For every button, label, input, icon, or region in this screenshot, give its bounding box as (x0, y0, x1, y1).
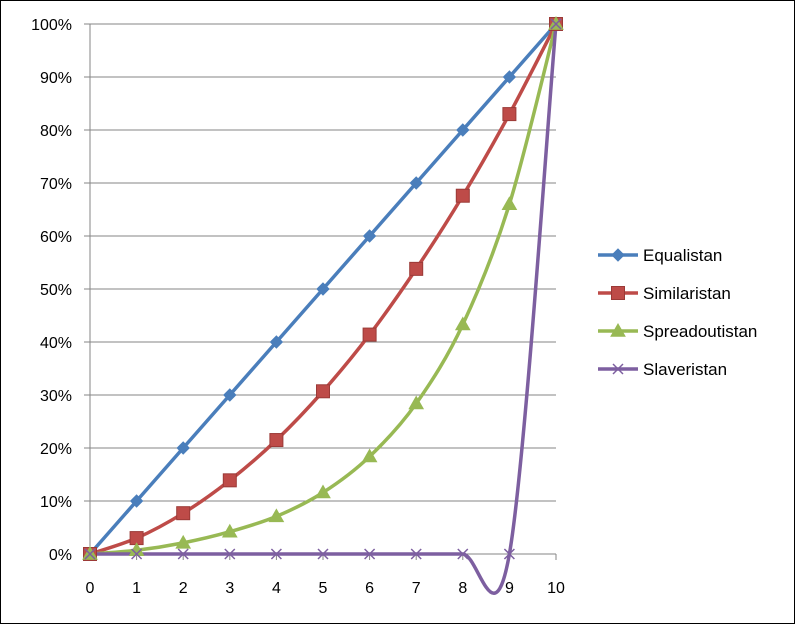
data-point-spreadoutistan (408, 395, 425, 410)
data-point-equalistan (456, 123, 470, 137)
y-tick-label: 20% (40, 441, 72, 458)
data-point-slaveristan (270, 548, 282, 560)
x-tick-label: 5 (319, 580, 328, 597)
y-tick-label: 100% (31, 17, 72, 34)
series-line-slaveristan (88, 22, 558, 595)
data-point-equalistan (223, 388, 237, 402)
x-tick-label: 8 (458, 580, 467, 597)
data-point-spreadoutistan (128, 542, 145, 557)
data-point-spreadoutistan (501, 196, 518, 210)
y-tick-label: 40% (40, 335, 72, 352)
data-point-slaveristan (84, 548, 96, 560)
data-point-spreadoutistan (361, 448, 378, 463)
x-tick-label: 3 (225, 580, 234, 597)
legend-label-similaristan: Similaristan (643, 284, 731, 303)
data-point-slaveristan (224, 548, 236, 560)
y-tick-label: 90% (40, 70, 72, 87)
y-tick-label: 50% (40, 282, 72, 299)
data-point-slaveristan (503, 548, 515, 560)
data-point-similaristan (455, 188, 470, 203)
data-point-spreadoutistan (175, 534, 192, 549)
data-point-similaristan (316, 384, 330, 399)
data-point-similaristan (269, 433, 284, 448)
x-tick-label: 4 (272, 580, 281, 597)
data-point-slaveristan (457, 548, 469, 560)
y-tick-label: 80% (40, 123, 72, 140)
x-tick-label: 0 (86, 580, 95, 597)
data-point-similaristan (409, 261, 424, 276)
data-point-equalistan (269, 335, 284, 349)
data-point-slaveristan (317, 548, 329, 560)
data-point-spreadoutistan (454, 316, 471, 331)
data-point-slaveristan (177, 548, 189, 560)
legend-swatch-marker (611, 286, 625, 300)
x-tick-label: 2 (179, 580, 188, 597)
y-tick-label: 60% (40, 229, 72, 246)
legend-label-slaveristan: Slaveristan (643, 360, 727, 379)
data-point-slaveristan (550, 18, 562, 30)
data-point-equalistan (129, 494, 144, 508)
data-point-slaveristan (131, 548, 143, 560)
data-point-similaristan (176, 506, 191, 521)
series-markers (82, 15, 564, 561)
legend-label-spreadoutistan: Spreadoutistan (643, 322, 757, 341)
series-lines (88, 22, 558, 595)
y-tick-label: 10% (40, 494, 72, 511)
legend-label-equalistan: Equalistan (643, 246, 722, 265)
data-point-equalistan (362, 229, 377, 243)
y-tick-label: 30% (40, 388, 72, 405)
legend-swatch-marker (612, 363, 624, 375)
gridlines (90, 23, 556, 502)
x-axis-tick-labels: 0 1 2 3 4 5 6 7 8 9 10 (86, 580, 565, 597)
data-point-equalistan (409, 176, 423, 190)
data-point-spreadoutistan (315, 484, 331, 499)
legend-swatch-marker (610, 322, 626, 337)
x-tick-label: 9 (505, 580, 514, 597)
y-tick-label: 70% (40, 176, 72, 193)
y-axis-tick-labels: 0% 10% 20% 30% 40% 50% 60% 70% 80% 90% 100% (31, 17, 72, 564)
legend: Equalistan Similaristan Spreadoutistan Slav… (598, 246, 757, 379)
data-point-spreadoutistan (221, 523, 238, 538)
data-point-similaristan (222, 473, 237, 488)
x-tick-label: 1 (132, 580, 141, 597)
legend-swatch-marker (611, 248, 625, 262)
y-tick-label: 0% (49, 547, 72, 564)
data-point-spreadoutistan (268, 508, 285, 523)
data-point-slaveristan (410, 548, 422, 560)
data-point-equalistan (176, 441, 190, 455)
data-point-similaristan (362, 327, 377, 342)
data-point-equalistan (502, 70, 517, 84)
x-tick-label: 10 (547, 580, 565, 597)
data-point-equalistan (316, 282, 330, 296)
x-tick-label: 6 (365, 580, 374, 597)
x-tick-label: 7 (412, 580, 421, 597)
data-point-slaveristan (364, 548, 376, 560)
data-point-similaristan (502, 107, 517, 122)
